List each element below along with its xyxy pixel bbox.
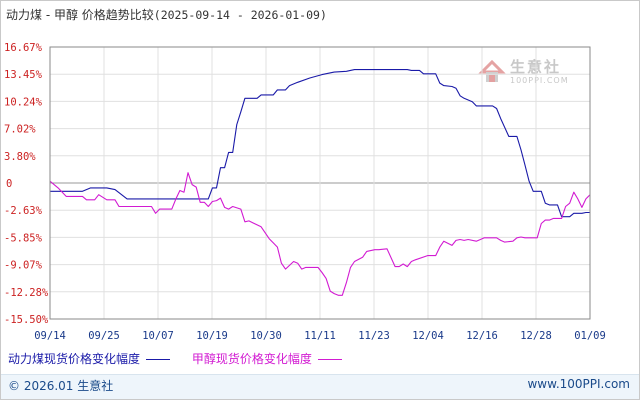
logo-subtext: 100PPI.COM (510, 76, 569, 85)
footer-copyright: © 2026.01 生意社 (8, 379, 114, 393)
y-tick-label: 0 (6, 178, 12, 190)
y-tick-label: -12.28% (4, 287, 49, 299)
series-group (49, 69, 591, 296)
y-tick-label: 7.02% (4, 124, 36, 136)
logo-house-icon (478, 59, 506, 82)
y-tick-label: 13.45% (4, 69, 43, 81)
chart-date-range: (2025-09-14 - 2026-01-09) (153, 8, 327, 22)
x-tick-label: 11/11 (304, 330, 336, 342)
x-tick-label: 11/23 (358, 330, 390, 342)
x-tick-label: 01/09 (574, 330, 606, 342)
y-axis-ticks: 16.67% 13.45% 10.24% 7.02% 3.80% 0 -2.63% -5.85… (4, 42, 49, 326)
chart-title-text: 动力煤 - 甲醇 价格趋势比较 (6, 8, 154, 22)
x-tick-label: 09/14 (34, 330, 66, 342)
y-tick-label: -2.63% (4, 205, 43, 217)
y-tick-label: -5.85% (4, 232, 43, 244)
series-line-methanol (49, 172, 591, 296)
chart-title: 动力煤 - 甲醇 价格趋势比较(2025-09-14 - 2026-01-09) (6, 6, 327, 23)
x-tick-label: 12/04 (412, 330, 444, 342)
x-axis-ticks: 09/14 09/25 10/07 10/19 10/30 11/11 11/23 12/04… (34, 330, 606, 342)
y-tick-label: 16.67% (4, 42, 43, 54)
logo: 生意社 100PPI.COM (478, 52, 578, 92)
legend-line-methanol (317, 359, 342, 360)
x-tick-label: 10/30 (250, 330, 282, 342)
y-tick-label: 3.80% (4, 151, 36, 163)
x-tick-label: 10/19 (196, 330, 228, 342)
y-tick-label: 10.24% (4, 96, 43, 108)
x-tick-label: 10/07 (142, 330, 174, 342)
logo-text: 生意社 (510, 58, 562, 76)
plot-border (49, 46, 591, 320)
legend-label-methanol: 甲醇现货价格变化幅度 (191, 352, 312, 366)
y-tick-label: -9.07% (4, 260, 43, 272)
footer-site-link[interactable]: www.100PPI.com (527, 377, 630, 391)
footer-bar (1, 374, 639, 399)
series-line-coal (50, 69, 590, 218)
x-tick-label: 09/25 (88, 330, 120, 342)
legend-item-coal: 动力煤现货价格变化幅度 (8, 352, 186, 366)
legend-label-coal: 动力煤现货价格变化幅度 (8, 352, 141, 366)
legend-line-coal (146, 359, 171, 360)
x-tick-label: 12/16 (466, 330, 498, 342)
legend-item-methanol: 甲醇现货价格变化幅度 (192, 352, 354, 366)
x-tick-label: 12/28 (520, 330, 552, 342)
y-tick-label: -15.50% (4, 314, 49, 326)
chart-grid (50, 47, 590, 319)
legend: 动力煤现货价格变化幅度 甲醇现货价格变化幅度 (8, 350, 360, 367)
